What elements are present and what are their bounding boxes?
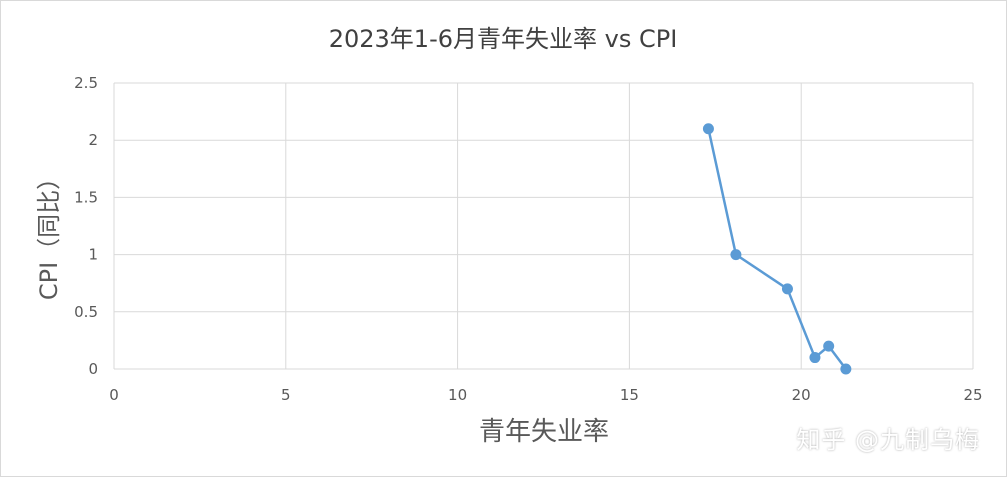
series-line <box>707 128 847 370</box>
tick-labels: 0 5 10 15 20 25 0 0.5 1 1.5 2 2.5 <box>74 74 982 404</box>
x-tick-label: 0 <box>109 386 119 404</box>
data-point <box>781 283 793 295</box>
data-series <box>702 123 852 375</box>
y-tick-label: 2.5 <box>74 74 98 92</box>
y-tick-label: 0 <box>88 360 98 378</box>
x-tick-label: 10 <box>448 386 467 404</box>
data-point <box>702 123 714 135</box>
x-tick-label: 20 <box>792 386 811 404</box>
data-point <box>840 363 852 375</box>
data-point <box>823 340 835 352</box>
x-tick-label: 25 <box>963 386 982 404</box>
x-tick-label: 5 <box>281 386 291 404</box>
y-tick-label: 2 <box>88 131 98 149</box>
data-point <box>730 249 742 261</box>
y-axis-label: CPI（同比） <box>35 166 63 300</box>
x-tick-label: 15 <box>620 386 639 404</box>
y-tick-label: 0.5 <box>74 303 98 321</box>
data-point <box>809 352 821 364</box>
grid-lines <box>113 82 974 370</box>
chart-title: 2023年1-6月青年失业率 vs CPI <box>329 25 678 53</box>
y-tick-label: 1.5 <box>74 188 98 206</box>
y-tick-label: 1 <box>88 246 98 264</box>
watermark: 知乎 @九制乌梅 <box>796 426 980 454</box>
x-axis-label: 青年失业率 <box>479 417 609 447</box>
